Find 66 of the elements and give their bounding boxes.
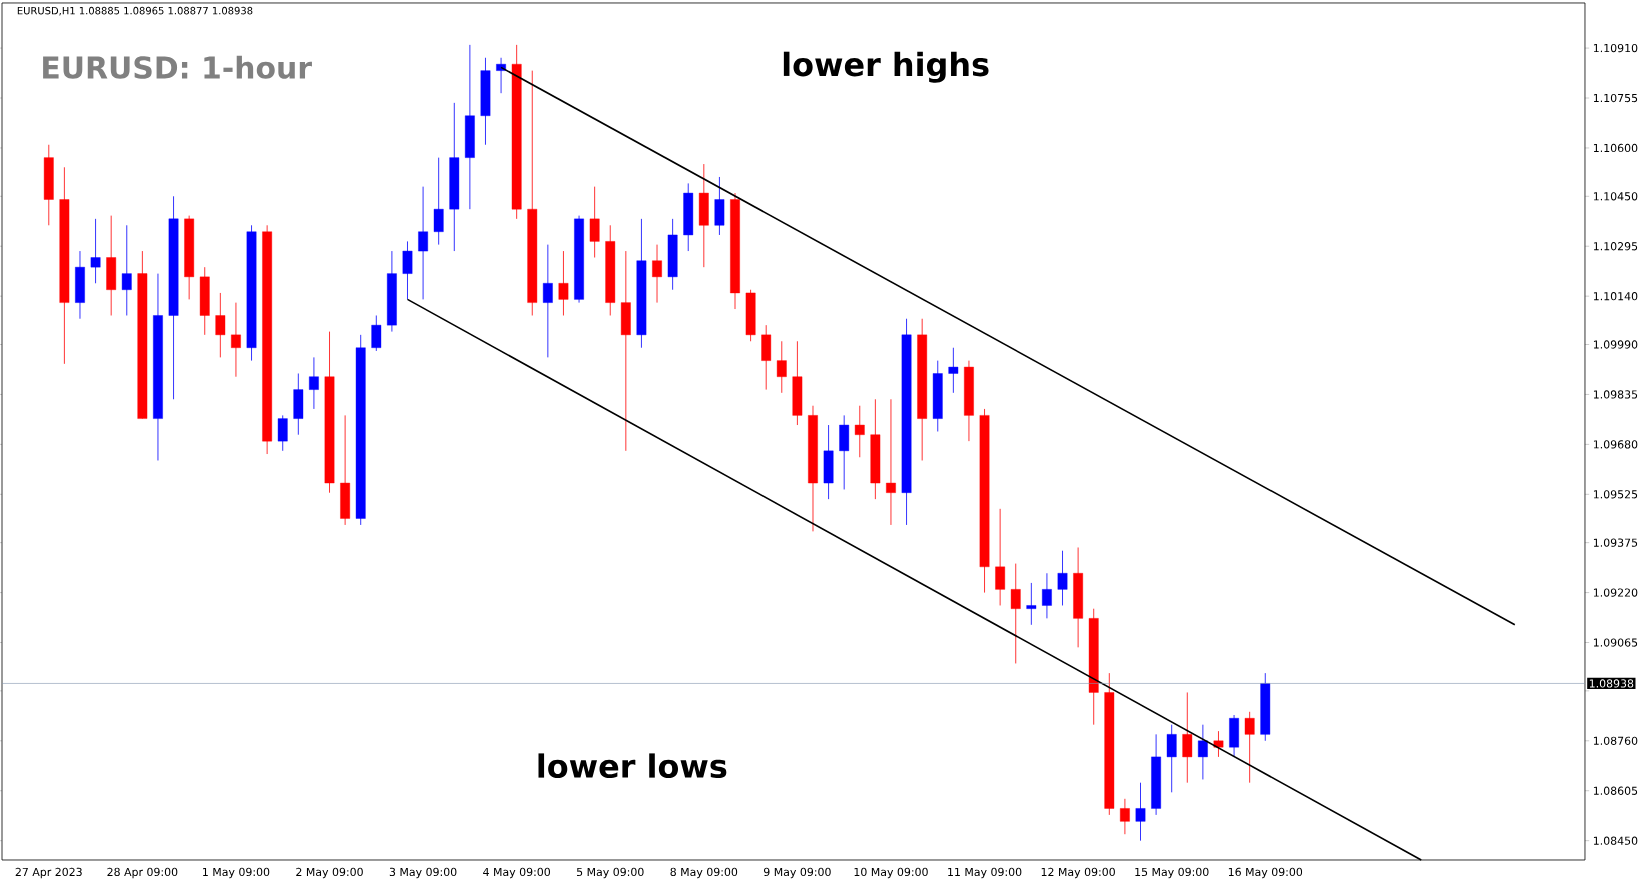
candlestick	[886, 398, 896, 526]
x-tick-label: 9 May 09:00	[763, 867, 831, 879]
x-tick-label: 12 May 09:00	[1041, 867, 1115, 879]
y-tick-label: 1.09375	[1593, 538, 1638, 547]
candlestick	[542, 244, 553, 358]
x-tick-label: 28 Apr 09:00	[107, 867, 178, 879]
annotation: lower highs	[783, 51, 989, 83]
y-tick-label: 1.10755	[1593, 93, 1638, 103]
candlestick	[854, 405, 865, 458]
candlestick	[309, 356, 319, 410]
candlestick	[776, 340, 787, 394]
x-tick-label: 1 May 09:00	[203, 867, 270, 879]
candlestick	[433, 157, 444, 246]
y-tick-label: 1.09835	[1593, 390, 1638, 399]
y-tick-label: 1.08450	[1593, 836, 1638, 845]
candlestick	[215, 292, 226, 358]
candlestick	[1010, 563, 1021, 664]
candlestick	[1182, 692, 1193, 784]
candlestick	[496, 57, 506, 94]
y-tick-label: 1.10140	[1593, 292, 1638, 301]
y-tick-label: 1.08760	[1593, 736, 1638, 745]
candlestick	[1120, 798, 1130, 835]
candlestick	[231, 302, 241, 378]
x-tick-label: 2 May 09:00	[296, 867, 363, 879]
y-tick-label: 1.10910	[1593, 43, 1638, 53]
candlestick	[121, 224, 132, 316]
y-tick-label: 1.10295	[1593, 242, 1638, 251]
y-tick-label: 1.09065	[1593, 638, 1638, 647]
annotation: lower lows	[538, 753, 727, 779]
candlestick	[371, 315, 382, 352]
x-tick-label: 11 May 09:00	[948, 867, 1022, 879]
x-tick-label: 8 May 09:00	[670, 867, 738, 879]
candlestick	[652, 244, 662, 304]
y-tick-label: 1.10450	[1593, 192, 1638, 201]
x-tick-label: 4 May 09:00	[483, 867, 550, 879]
candlestick	[90, 218, 101, 284]
candlestick	[948, 347, 959, 394]
candlestick	[1198, 724, 1208, 780]
candlestick	[1042, 572, 1052, 619]
candlestick	[1244, 711, 1255, 784]
candlestick	[277, 414, 288, 452]
chart-subtitle: EURUSD,H1 1.08885 1.08965 1.08877 1.08938	[17, 6, 253, 16]
y-tick-label: 1.09525	[1593, 490, 1638, 499]
text: EURUSD: 1-hour	[43, 55, 312, 79]
x-tick-label: 10 May 09:00	[854, 867, 928, 879]
y-tick-label: 1.10600	[1593, 143, 1638, 153]
x-tick-label: 3 May 09:00	[389, 867, 457, 879]
candlestick	[418, 186, 428, 300]
candlestick	[402, 241, 413, 300]
ref-line-label: 1.08938	[1589, 679, 1634, 688]
candlestick	[1166, 724, 1177, 793]
candlestick	[1057, 550, 1068, 606]
candlestick	[1135, 782, 1146, 842]
candlestick	[589, 186, 600, 258]
y-tick-label: 1.09990	[1593, 340, 1638, 349]
y-tick-label: 1.08605	[1593, 786, 1638, 795]
x-tick-label: 27 Apr 2023	[15, 867, 82, 879]
candlestick	[995, 508, 1006, 606]
x-tick-label: 5 May 09:00	[576, 867, 644, 879]
candlestick	[1213, 730, 1224, 758]
x-tick-label: 15 May 09:00	[1135, 867, 1209, 879]
candlestick	[558, 250, 569, 316]
x-tick-label: 16 May 09:00	[1228, 867, 1303, 879]
y-tick-label: 1.09680	[1593, 440, 1638, 449]
candlestick	[1026, 582, 1037, 626]
y-tick-label: 1.09220	[1593, 588, 1638, 597]
